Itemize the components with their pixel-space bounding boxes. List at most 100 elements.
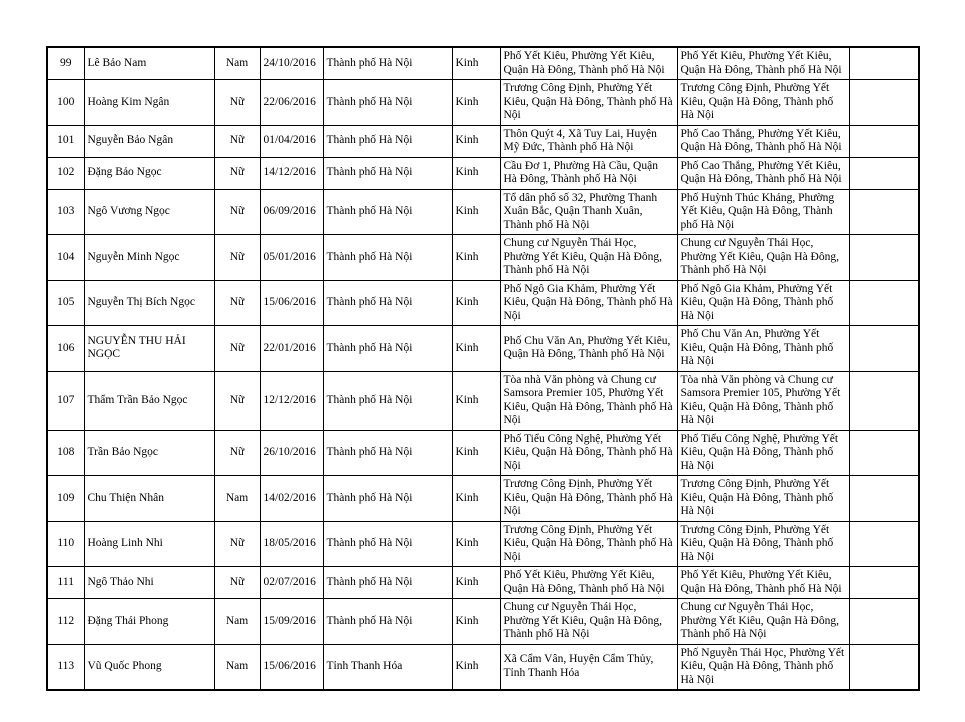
- cell-gender: Nữ: [213, 566, 261, 599]
- cell-address-1: Phố Yết Kiêu, Phường Yết Kiêu, Quận Hà Đ…: [499, 46, 678, 80]
- cell-ethnicity: Kinh: [451, 156, 501, 190]
- cell-birth-date: 14/02/2016: [259, 475, 324, 522]
- cell-row-number: 111: [46, 566, 85, 599]
- table-row: 110 Hoàng Linh Nhi Nữ 18/05/2016 Thành p…: [46, 520, 920, 567]
- cell-province: Thành phố Hà Nội: [322, 156, 453, 190]
- cell-gender: Nam: [213, 46, 261, 80]
- cell-address-1: Chung cư Nguyễn Thái Học, Phường Yết Kiê…: [499, 598, 678, 645]
- cell-address-1: Phố Chu Văn An, Phường Yết Kiêu, Quận Hà…: [499, 325, 678, 372]
- cell-address-2: Trương Công Định, Phường Yết Kiêu, Quận …: [676, 475, 850, 522]
- cell-birth-date: 02/07/2016: [259, 566, 324, 599]
- cell-province: Thành phố Hà Nội: [322, 234, 453, 281]
- cell-birth-date: 05/01/2016: [259, 234, 324, 281]
- cell-empty: [848, 79, 920, 126]
- cell-row-number: 108: [46, 429, 85, 476]
- cell-address-1: Phố Ngô Gia Khảm, Phường Yết Kiêu, Quận …: [499, 279, 678, 326]
- cell-address-1: Phố Yết Kiêu, Phường Yết Kiêu, Quận Hà Đ…: [499, 566, 678, 599]
- cell-birth-date: 06/09/2016: [259, 188, 324, 235]
- cell-address-2: Phố Yết Kiêu, Phường Yết Kiêu, Quận Hà Đ…: [676, 46, 850, 80]
- cell-gender: Nữ: [213, 188, 261, 235]
- cell-ethnicity: Kinh: [451, 124, 501, 158]
- cell-province: Thành phố Hà Nội: [322, 124, 453, 158]
- cell-province: Thành phố Hà Nội: [322, 520, 453, 567]
- cell-row-number: 109: [46, 475, 85, 522]
- cell-row-number: 104: [46, 234, 85, 281]
- cell-full-name: Ngô Vương Ngọc: [83, 188, 215, 235]
- cell-empty: [848, 429, 920, 476]
- cell-address-1: Thôn Quýt 4, Xã Tuy Lai, Huyện Mỹ Đức, T…: [499, 124, 678, 158]
- table-row: 111 Ngô Thảo Nhi Nữ 02/07/2016 Thành phố…: [46, 566, 920, 599]
- cell-address-2: Phố Huỳnh Thúc Kháng, Phường Yết Kiêu, Q…: [676, 188, 850, 235]
- cell-gender: Nữ: [213, 79, 261, 126]
- cell-ethnicity: Kinh: [451, 520, 501, 567]
- cell-gender: Nữ: [213, 234, 261, 281]
- cell-birth-date: 15/06/2016: [259, 279, 324, 326]
- cell-birth-date: 01/04/2016: [259, 124, 324, 158]
- table-row: 106 NGUYỄN THU HẢI NGỌC Nữ 22/01/2016 Th…: [46, 325, 920, 372]
- table-row: 100 Hoàng Kim Ngân Nữ 22/06/2016 Thành p…: [46, 79, 920, 126]
- cell-empty: [848, 598, 920, 645]
- cell-ethnicity: Kinh: [451, 429, 501, 476]
- cell-province: Thành phố Hà Nội: [322, 598, 453, 645]
- cell-address-2: Phố Chu Văn An, Phường Yết Kiêu, Quận Hà…: [676, 325, 850, 372]
- table-row: 102 Đặng Bảo Ngọc Nữ 14/12/2016 Thành ph…: [46, 156, 920, 190]
- table-row: 103 Ngô Vương Ngọc Nữ 06/09/2016 Thành p…: [46, 188, 920, 235]
- document-page: 99 Lê Bảo Nam Nam 24/10/2016 Thành phố H…: [0, 46, 965, 722]
- cell-empty: [848, 520, 920, 567]
- cell-gender: Nữ: [213, 124, 261, 158]
- cell-ethnicity: Kinh: [451, 46, 501, 80]
- cell-province: Thành phố Hà Nội: [322, 566, 453, 599]
- table-body: 99 Lê Bảo Nam Nam 24/10/2016 Thành phố H…: [46, 46, 920, 691]
- table-row: 107 Thẩm Trần Bảo Ngọc Nữ 12/12/2016 Thà…: [46, 370, 920, 431]
- cell-row-number: 100: [46, 79, 85, 126]
- cell-address-2: Phố Cao Thắng, Phường Yết Kiêu, Quận Hà …: [676, 124, 850, 158]
- cell-gender: Nam: [213, 643, 261, 691]
- cell-empty: [848, 188, 920, 235]
- cell-address-1: Trương Công Định, Phường Yết Kiêu, Quận …: [499, 520, 678, 567]
- cell-address-2: Tòa nhà Văn phòng và Chung cư Samsora Pr…: [676, 370, 850, 431]
- cell-address-1: Xã Cẩm Vân, Huyện Cẩm Thủy, Tỉnh Thanh H…: [499, 643, 678, 691]
- cell-row-number: 102: [46, 156, 85, 190]
- table-row: 112 Đặng Thái Phong Nam 15/09/2016 Thành…: [46, 598, 920, 645]
- cell-birth-date: 18/05/2016: [259, 520, 324, 567]
- cell-birth-date: 15/09/2016: [259, 598, 324, 645]
- cell-province: Tỉnh Thanh Hóa: [322, 643, 453, 691]
- cell-full-name: Nguyễn Bảo Ngân: [83, 124, 215, 158]
- cell-empty: [848, 46, 920, 80]
- cell-row-number: 110: [46, 520, 85, 567]
- cell-birth-date: 24/10/2016: [259, 46, 324, 80]
- cell-address-2: Trương Công Định, Phường Yết Kiêu, Quận …: [676, 520, 850, 567]
- cell-address-2: Chung cư Nguyễn Thái Học, Phường Yết Kiê…: [676, 234, 850, 281]
- cell-row-number: 99: [46, 46, 85, 80]
- cell-address-1: Phố Tiểu Công Nghệ, Phường Yết Kiêu, Quậ…: [499, 429, 678, 476]
- cell-birth-date: 15/06/2016: [259, 643, 324, 691]
- cell-empty: [848, 234, 920, 281]
- cell-address-1: Tổ dân phố số 32, Phường Thanh Xuân Bắc,…: [499, 188, 678, 235]
- cell-province: Thành phố Hà Nội: [322, 46, 453, 80]
- cell-gender: Nữ: [213, 325, 261, 372]
- cell-gender: Nữ: [213, 279, 261, 326]
- cell-empty: [848, 566, 920, 599]
- cell-empty: [848, 156, 920, 190]
- cell-full-name: Đặng Bảo Ngọc: [83, 156, 215, 190]
- cell-full-name: Chu Thiện Nhân: [83, 475, 215, 522]
- cell-ethnicity: Kinh: [451, 598, 501, 645]
- cell-full-name: NGUYỄN THU HẢI NGỌC: [83, 325, 215, 372]
- cell-full-name: Hoàng Linh Nhi: [83, 520, 215, 567]
- cell-row-number: 112: [46, 598, 85, 645]
- cell-empty: [848, 279, 920, 326]
- cell-address-2: Chung cư Nguyễn Thái Học, Phường Yết Kiê…: [676, 598, 850, 645]
- people-table: 99 Lê Bảo Nam Nam 24/10/2016 Thành phố H…: [46, 46, 920, 691]
- table-row: 108 Trần Bảo Ngọc Nữ 26/10/2016 Thành ph…: [46, 429, 920, 476]
- cell-address-1: Cầu Đơ 1, Phường Hà Cầu, Quận Hà Đông, T…: [499, 156, 678, 190]
- cell-full-name: Lê Bảo Nam: [83, 46, 215, 80]
- cell-row-number: 107: [46, 370, 85, 431]
- cell-ethnicity: Kinh: [451, 79, 501, 126]
- cell-row-number: 106: [46, 325, 85, 372]
- cell-address-1: Trương Công Định, Phường Yết Kiêu, Quận …: [499, 79, 678, 126]
- cell-gender: Nữ: [213, 370, 261, 431]
- cell-address-2: Phố Tiểu Công Nghệ, Phường Yết Kiêu, Quậ…: [676, 429, 850, 476]
- cell-address-1: Tòa nhà Văn phòng và Chung cư Samsora Pr…: [499, 370, 678, 431]
- table-row: 109 Chu Thiện Nhân Nam 14/02/2016 Thành …: [46, 475, 920, 522]
- cell-full-name: Trần Bảo Ngọc: [83, 429, 215, 476]
